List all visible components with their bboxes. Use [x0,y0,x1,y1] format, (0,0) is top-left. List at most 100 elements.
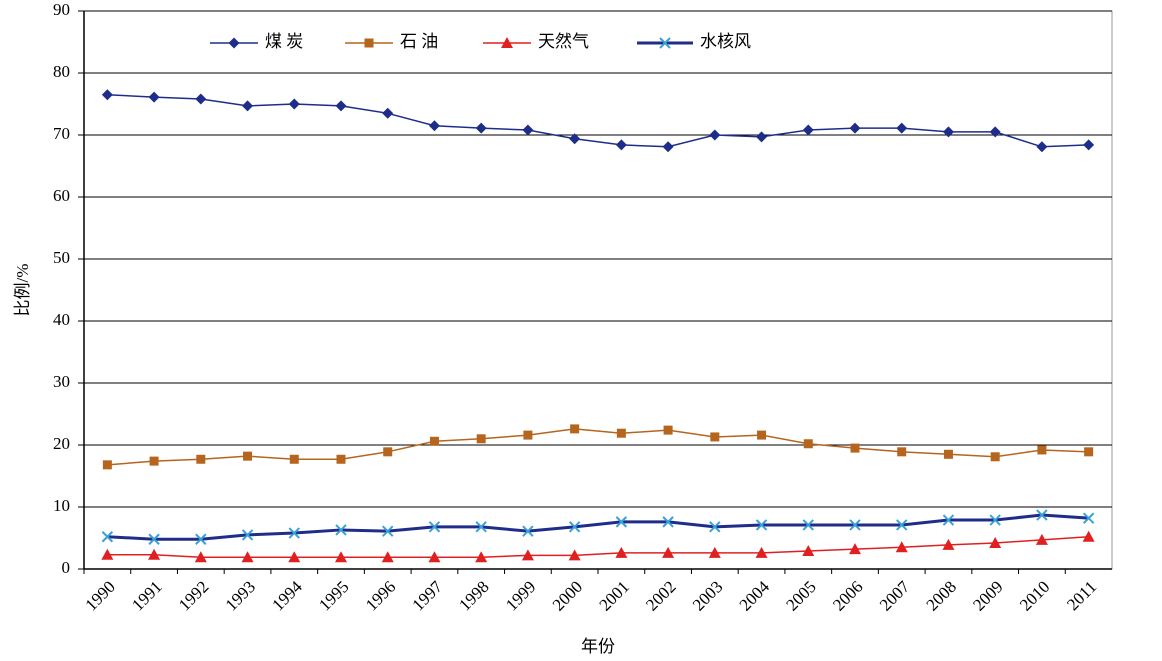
series-line [107,428,1089,466]
x-tick-label: 1992 [175,577,212,614]
point [989,536,1002,548]
x-tick-label: 2008 [923,577,960,614]
point [475,521,487,533]
point [148,548,161,560]
point [708,546,721,558]
y-tick-label: 40 [53,310,70,329]
point [850,443,860,453]
point [475,122,487,134]
point [194,551,207,563]
x-tick-label: 2001 [595,577,632,614]
point [570,424,580,434]
point [849,519,861,531]
y-tick-label: 20 [53,434,70,453]
point [195,533,207,545]
y-tick-label: 90 [53,0,70,19]
point [943,449,953,459]
point [101,89,113,101]
x-axis-label: 年份 [581,637,615,656]
point [336,454,346,464]
point [616,428,626,438]
series-line [107,93,1089,148]
point [289,454,299,464]
series-line [107,536,1089,558]
point [476,434,486,444]
point [364,38,374,48]
legend-item: 水核风 [637,32,751,51]
point [149,456,159,466]
x-tick-label: 2006 [829,577,866,614]
y-tick-label: 60 [53,186,70,205]
legend-label: 煤 炭 [265,32,303,51]
point [802,519,814,531]
point [709,129,721,141]
point [990,452,1000,462]
y-tick-label: 0 [62,558,71,577]
x-tick-label: 1996 [362,577,399,614]
point [523,430,533,440]
x-tick-label: 2003 [689,577,726,614]
point [756,131,768,143]
x-tick-label: 1997 [409,577,447,615]
point [195,93,207,105]
x-tick-label: 1993 [222,577,259,614]
point [522,525,534,537]
point [803,439,813,449]
x-tick-label: 2004 [736,577,774,615]
point [288,527,300,539]
y-tick-label: 70 [53,124,70,143]
point [849,543,861,555]
x-tick-label: 2011 [1063,577,1100,614]
y-tick-label: 30 [53,372,70,391]
y-tick-label: 80 [53,62,70,81]
point [335,551,347,563]
legend-label: 石 油 [400,32,438,51]
point [102,460,112,470]
point [1082,530,1095,542]
point [709,521,721,533]
point [1035,533,1048,545]
x-tick-label: 1991 [128,577,165,614]
point [755,546,768,558]
x-tick-label: 1990 [81,577,118,614]
point [615,139,627,151]
x-tick-label: 2009 [969,577,1006,614]
legend-item: 煤 炭 [210,32,303,51]
point [659,37,671,49]
point [568,549,581,561]
point [897,447,907,457]
point [242,100,254,112]
x-tick-label: 1995 [315,577,352,614]
point [521,549,534,561]
point [989,514,1001,526]
point [615,546,628,558]
point [383,447,393,457]
point [288,551,301,563]
point [662,546,675,558]
point [896,122,908,134]
point [241,551,254,563]
x-tick-label: 2005 [782,577,819,614]
point [663,425,673,435]
point [228,37,240,49]
point [501,37,513,48]
point [1084,447,1094,457]
point [522,124,534,136]
x-tick-label: 1999 [502,577,539,614]
point [428,120,440,132]
point [428,551,441,563]
x-tick-label: 1998 [455,577,492,614]
plot-area [83,10,1113,570]
point [335,524,347,536]
point [1036,141,1048,153]
point [896,519,908,531]
x-tick-label: 2000 [549,577,586,614]
point [148,91,160,103]
x-tick-label: 2010 [1016,577,1053,614]
point [802,124,814,136]
point [428,521,441,533]
point [475,551,488,563]
point [569,133,581,145]
point [849,122,861,134]
